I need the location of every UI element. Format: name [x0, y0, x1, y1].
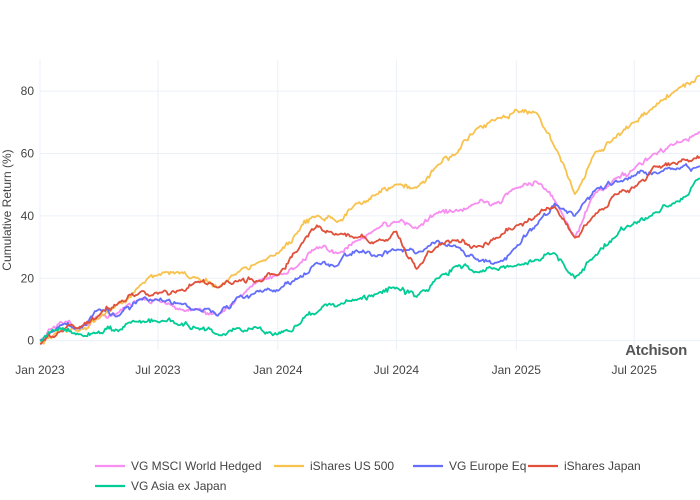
x-tick-label-1: Jul 2023 [135, 363, 181, 377]
legend-label-1: iShares US 500 [310, 459, 394, 473]
series-line-3 [39, 155, 700, 345]
x-tick-label-5: Jul 2025 [612, 363, 658, 377]
y-tick-label-3: 60 [21, 147, 35, 161]
x-axis-ticks: Jan 2023 Jul 2023 Jan 2024 Jul 2024 Jan 2025… [15, 363, 657, 377]
legend-label-0: VG MSCI World Hedged [131, 459, 262, 473]
series-lines [39, 74, 700, 345]
y-axis-ticks: 0 20 40 60 80 [21, 84, 35, 347]
x-tick-label-0: Jan 2023 [15, 363, 65, 377]
series-line-2 [39, 163, 700, 342]
y-tick-label-2: 40 [21, 209, 35, 223]
y-tick-label-4: 80 [21, 84, 35, 98]
x-tick-label-2: Jan 2024 [253, 363, 303, 377]
series-line-0 [39, 130, 700, 342]
legend-label-2: VG Europe Eq [449, 459, 526, 473]
grid-lines [39, 60, 700, 350]
series-line-4 [39, 177, 700, 342]
atchison-watermark: Atchison [625, 342, 687, 359]
y-tick-label-0: 0 [27, 334, 34, 348]
y-axis-title: Cumulative Return (%) [0, 149, 14, 270]
legend-label-3: iShares Japan [564, 459, 641, 473]
series-line-1 [39, 74, 700, 345]
legend-label-4: VG Asia ex Japan [131, 479, 226, 493]
x-tick-label-3: Jul 2024 [374, 363, 420, 377]
legend: VG MSCI World Hedged iShares US 500 VG Eur… [95, 459, 641, 493]
x-tick-label-4: Jan 2025 [492, 363, 542, 377]
y-tick-label-1: 20 [21, 271, 35, 285]
